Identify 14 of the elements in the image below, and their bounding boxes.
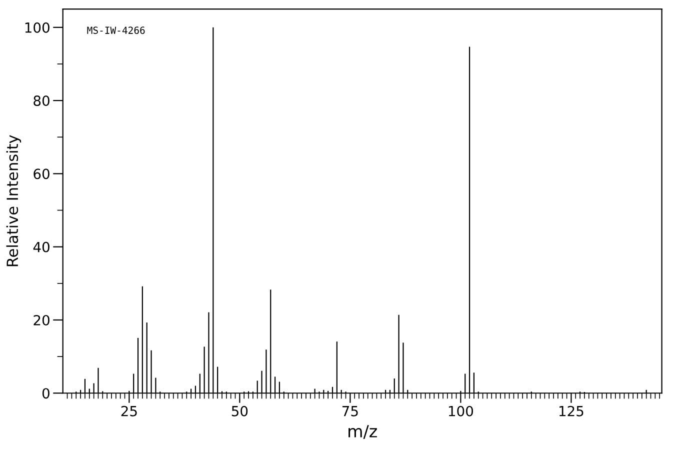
x-tick-label: 75	[342, 406, 358, 416]
y-tick-label: 80	[34, 96, 50, 106]
annotation: MS-IW-4266	[87, 26, 145, 34]
x-tick-label: 50	[232, 406, 248, 416]
x-tick-label: 125	[559, 406, 584, 416]
x-axis-title: m/z	[348, 425, 377, 439]
y-tick-label: 100	[25, 22, 50, 33]
y-tick-label: 20	[34, 314, 50, 326]
x-tick-label: 100	[448, 406, 474, 416]
y-axis-title: Relative Intensity	[6, 135, 22, 266]
y-tick-label: 60	[34, 168, 50, 180]
y-tick-label: 0	[42, 388, 50, 399]
y-tick-label: 40	[33, 242, 50, 252]
x-tick-label: 25	[121, 406, 137, 416]
